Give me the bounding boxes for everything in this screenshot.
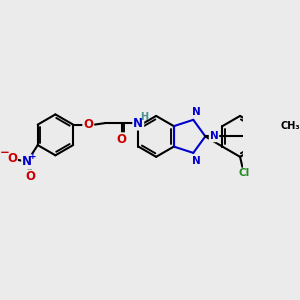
Text: Cl: Cl xyxy=(238,169,250,178)
Text: +: + xyxy=(28,152,36,161)
Text: N: N xyxy=(133,117,143,130)
Text: O: O xyxy=(83,118,93,131)
Text: H: H xyxy=(140,112,148,122)
Text: O: O xyxy=(117,133,127,146)
Text: −: − xyxy=(0,146,9,159)
Text: O: O xyxy=(7,152,17,165)
Text: O: O xyxy=(25,170,35,183)
Text: N: N xyxy=(22,155,32,168)
Text: CH₃: CH₃ xyxy=(280,121,300,131)
Text: N: N xyxy=(192,156,200,166)
Text: N: N xyxy=(192,106,200,117)
Text: N: N xyxy=(210,131,218,141)
